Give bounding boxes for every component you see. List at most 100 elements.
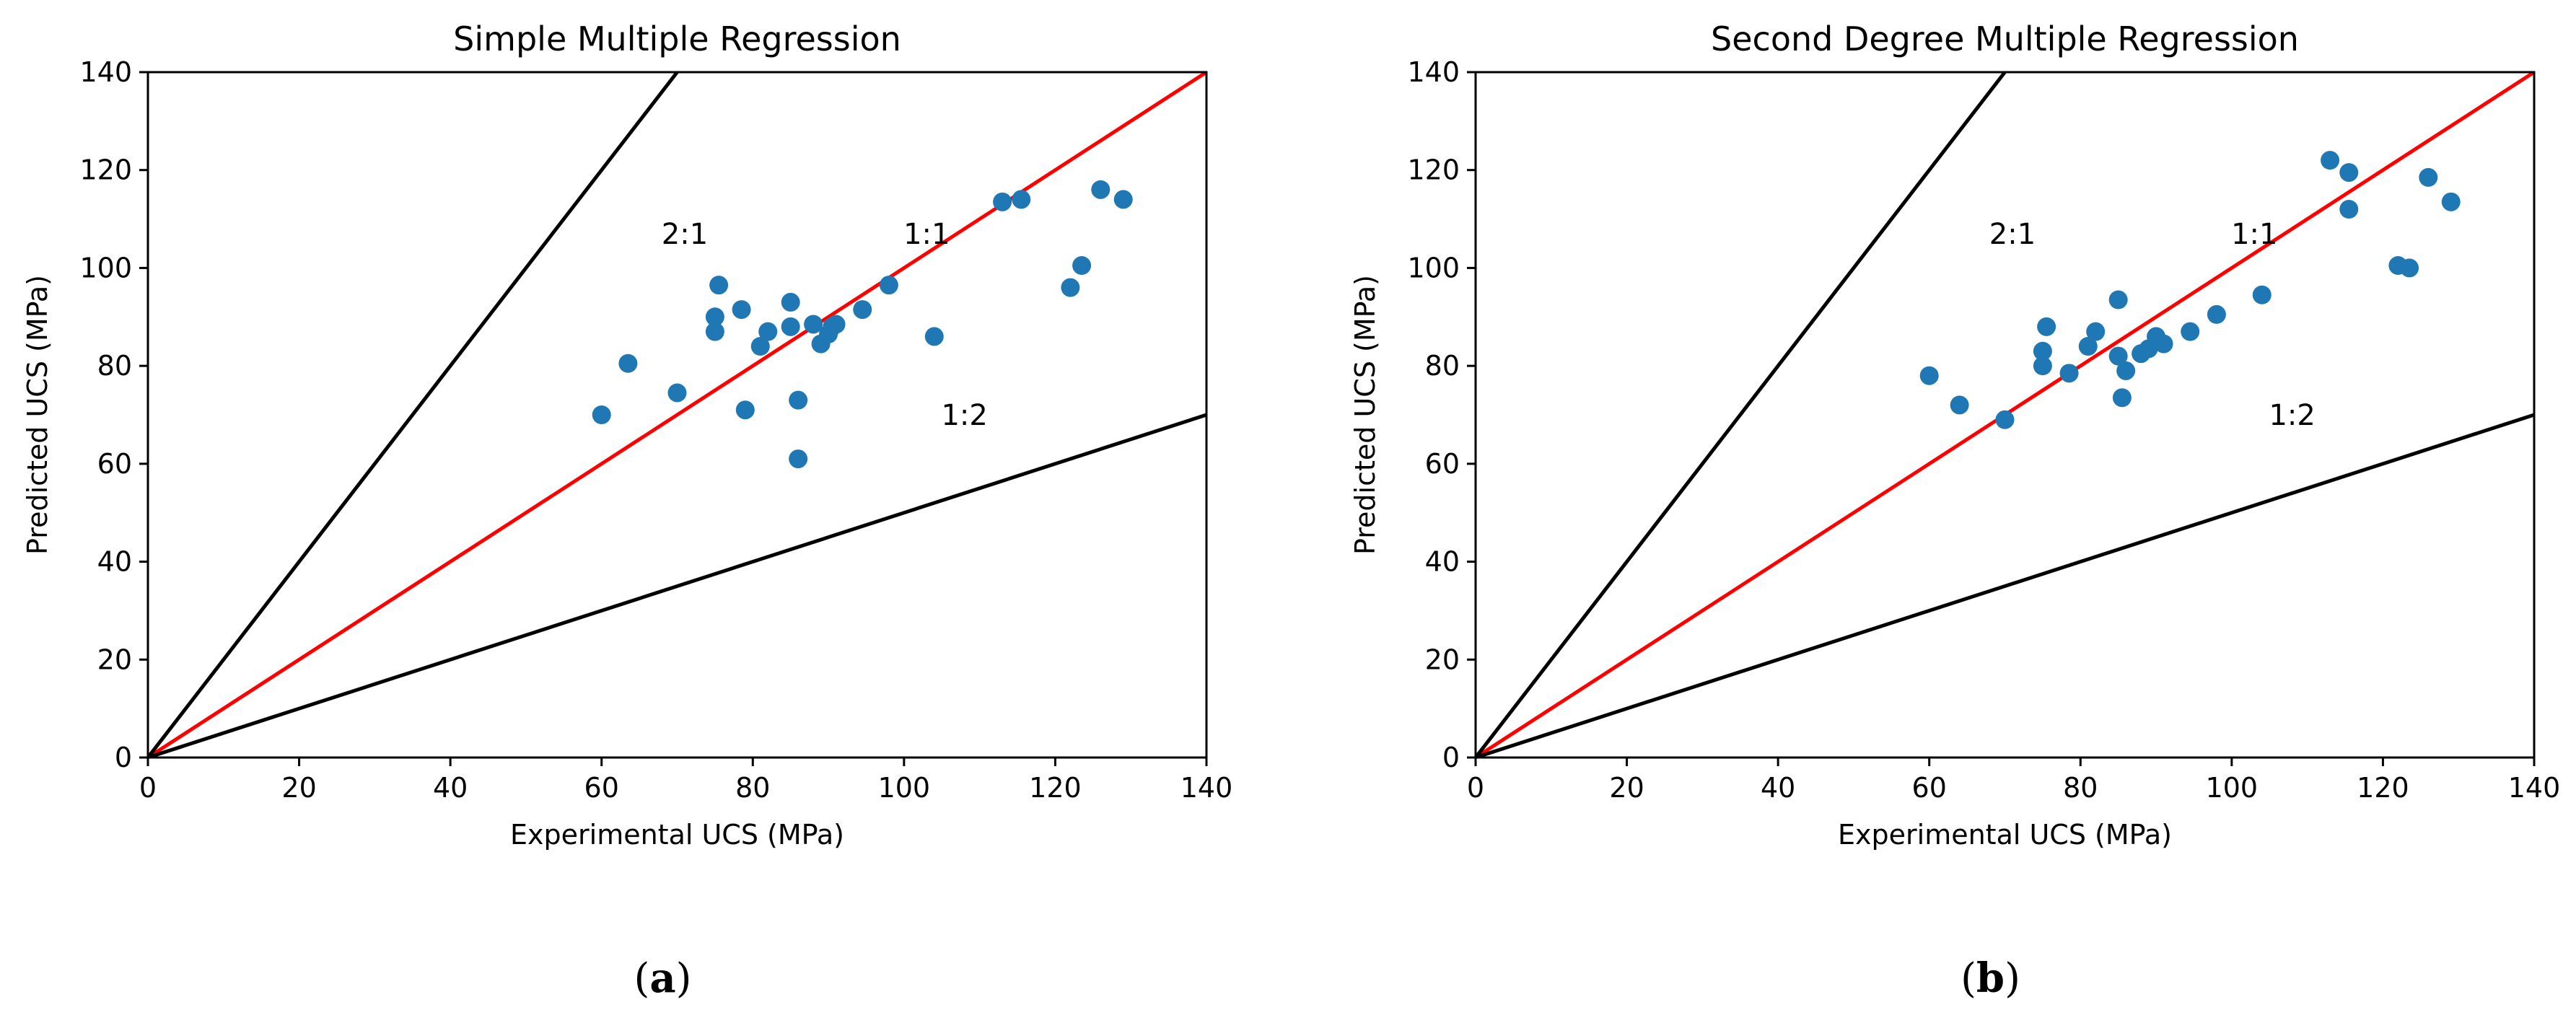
y-axis-label: Predicted UCS (MPa): [1349, 275, 1381, 555]
scatter-point: [2181, 322, 2200, 341]
x-axis-label: Experimental UCS (MPa): [1838, 819, 2172, 851]
x-tick-label: 40: [433, 772, 468, 804]
x-tick-label: 60: [584, 772, 619, 804]
chart-title: Simple Multiple Regression: [453, 19, 901, 58]
line-label-1-1: 1:1: [2231, 218, 2277, 251]
scatter-point: [1919, 366, 1939, 385]
line-label-1-2: 1:2: [2269, 399, 2315, 432]
x-axis-label: Experimental UCS (MPa): [510, 819, 844, 851]
scatter-point: [2112, 388, 2132, 408]
scatter-point: [1995, 410, 2015, 429]
scatter-point: [2033, 341, 2052, 361]
scatter-point: [2108, 290, 2128, 309]
y-tick-label: 0: [1442, 742, 1460, 773]
x-tick-label: 0: [139, 772, 157, 804]
scatter-point: [2339, 163, 2359, 183]
scatter-point: [705, 307, 724, 327]
line-label-1-2: 1:2: [941, 399, 987, 432]
y-tick-label: 100: [1407, 252, 1460, 284]
scatter-point: [789, 390, 808, 410]
chart-panel-b: Second Degree Multiple Regression Experi…: [1349, 19, 2560, 1002]
scatter-point: [2033, 356, 2052, 376]
scatter-point: [758, 322, 778, 341]
plot-frame: [1474, 71, 2536, 759]
x-tick-label: 120: [1029, 772, 1082, 804]
scatter-point: [2441, 192, 2461, 211]
scatter-point: [853, 300, 872, 320]
x-tick-label: 20: [1609, 772, 1644, 804]
reference-line-1-1: [148, 72, 1206, 758]
chart-panel-a: Simple Multiple Regression Experimental …: [22, 19, 1232, 1002]
x-tick-label: 140: [2508, 772, 2561, 804]
x-tick-label: 100: [2206, 772, 2259, 804]
scatter-point: [1012, 190, 1031, 209]
line-annotations: 1:1 2:1 1:2: [662, 218, 988, 432]
x-tick-label: 40: [1761, 772, 1795, 804]
data-points: [1919, 151, 2461, 429]
plot-frame: [146, 71, 1208, 759]
y-tick-label: 140: [79, 56, 132, 88]
y-tick-label: 20: [1425, 644, 1460, 675]
y-tick-label: 80: [1425, 350, 1460, 382]
x-tick-label: 100: [878, 772, 931, 804]
scatter-point: [1061, 278, 1080, 297]
y-tick-label: 80: [97, 350, 132, 382]
x-tick-label: 140: [1180, 772, 1233, 804]
line-label-1-1: 1:1: [903, 218, 950, 251]
chart-title: Second Degree Multiple Regression: [1711, 19, 2299, 58]
scatter-point: [924, 327, 944, 346]
scatter-point: [592, 405, 611, 424]
tick-labels: 0 20 40 60 80 100 120 140 0 20 40 60 80 100 120 140: [1407, 56, 2560, 804]
reference-line-1-2: [148, 413, 1206, 758]
x-tick-label: 20: [281, 772, 316, 804]
scatter-point: [705, 322, 724, 341]
x-tick-label: 80: [735, 772, 770, 804]
x-tick-label: 120: [2357, 772, 2409, 804]
scatter-point: [709, 276, 729, 295]
data-points: [592, 180, 1133, 469]
x-tick-label: 80: [2063, 772, 2098, 804]
scatter-point: [2419, 167, 2438, 187]
scatter-point: [826, 315, 846, 334]
scatter-point: [781, 317, 800, 336]
y-tick-label: 140: [1407, 56, 1460, 88]
line-label-2-1: 2:1: [1989, 218, 2036, 251]
scatter-point: [732, 300, 751, 320]
scatter-point: [2059, 364, 2079, 383]
y-axis-label: Predicted UCS (MPa): [22, 275, 53, 555]
scatter-point: [781, 292, 800, 312]
caption: (a): [634, 954, 691, 1002]
scatter-point: [618, 354, 638, 373]
scatter-point: [993, 192, 1012, 211]
y-tick-label: 60: [1425, 448, 1460, 480]
y-tick-label: 120: [1407, 154, 1460, 186]
y-tick-label: 20: [97, 644, 132, 675]
scatter-point: [2207, 304, 2226, 324]
scatter-point: [667, 383, 687, 403]
scatter-point: [1091, 180, 1110, 199]
scatter-point: [2321, 151, 2340, 170]
line-label-2-1: 2:1: [662, 218, 708, 251]
y-tick-label: 120: [79, 154, 132, 186]
scatter-point: [2108, 346, 2128, 366]
x-tick-label: 60: [1912, 772, 1947, 804]
reference-line-1-2: [1476, 413, 2534, 758]
tick-labels: 0 20 40 60 80 100 120 140 0 20 40 60 80 100 120 140: [79, 56, 1232, 804]
x-tick-label: 0: [1467, 772, 1484, 804]
line-annotations: 1:1 2:1 1:2: [1989, 218, 2316, 432]
reference-line-2-1: [148, 72, 679, 758]
y-tick-label: 60: [97, 448, 132, 480]
scatter-point: [2116, 361, 2136, 380]
scatter-point: [1950, 395, 1969, 415]
scatter-point: [1072, 256, 1092, 276]
scatter-point: [789, 449, 808, 469]
scatter-point: [1113, 190, 1133, 209]
scatter-point: [2154, 334, 2173, 354]
y-tick-label: 0: [115, 742, 132, 773]
reference-line-2-1: [1476, 72, 2007, 758]
scatter-point: [735, 400, 755, 420]
scatter-point: [879, 276, 898, 295]
caption-letter: a: [649, 954, 675, 1002]
caption: (b): [1961, 954, 2020, 1002]
